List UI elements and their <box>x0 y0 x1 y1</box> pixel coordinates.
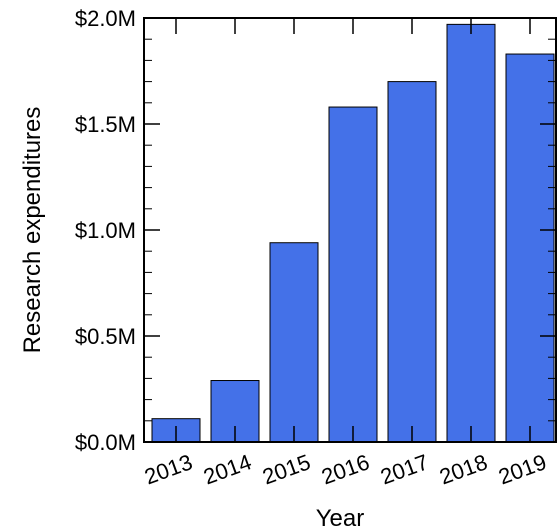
y-axis-label: Research expenditures <box>19 107 46 354</box>
y-tick-label-0: $0.0M <box>75 430 136 455</box>
bar-2016 <box>328 106 378 443</box>
bar-2019 <box>505 53 555 443</box>
x-tick-label-2016: 2016 <box>318 449 373 489</box>
bar-2015 <box>269 242 319 443</box>
x-tick-label-2017: 2017 <box>377 449 432 489</box>
bars-layer <box>151 23 555 443</box>
x-axis-label: Year <box>316 505 365 532</box>
plot-frame <box>143 17 557 443</box>
y-tick-label-2: $1.0M <box>75 218 136 243</box>
y-tick-label-4: $2.0M <box>75 6 136 31</box>
x-tick-label-2019: 2019 <box>495 449 550 489</box>
y-tick-label-1: $0.5M <box>75 324 136 349</box>
x-tick-label-2014: 2014 <box>200 449 255 489</box>
y-tick-label-3: $1.5M <box>75 112 136 137</box>
x-tick-label-2015: 2015 <box>259 449 314 489</box>
bar-2017 <box>387 81 437 443</box>
x-tick-label-2013: 2013 <box>141 449 196 489</box>
x-tick-label-2018: 2018 <box>436 449 491 489</box>
bar-2018 <box>446 23 496 443</box>
